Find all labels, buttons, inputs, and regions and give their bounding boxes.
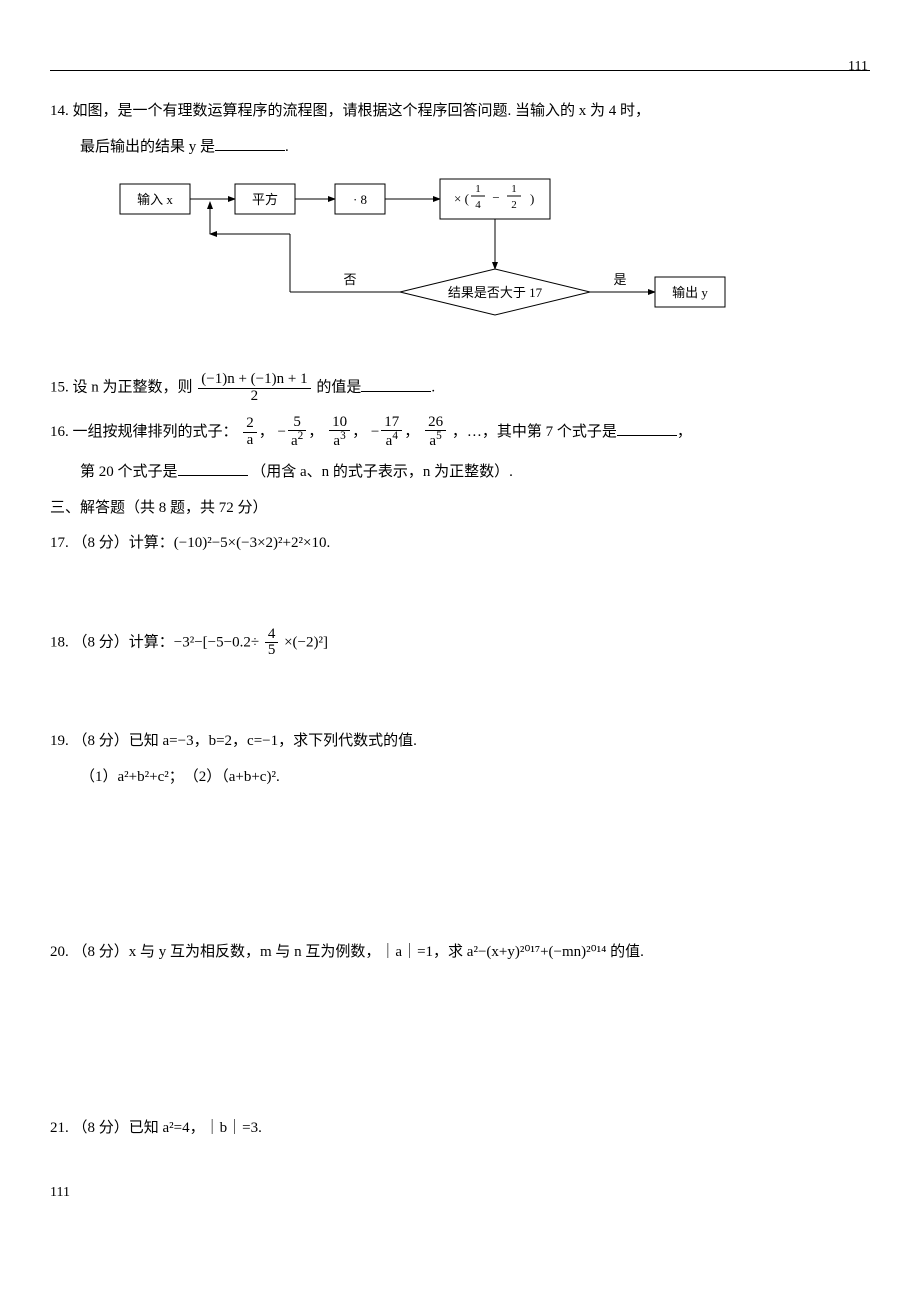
svg-text:· 8: · 8: [353, 192, 367, 207]
q16-text-d: 第 20 个式子是: [80, 464, 178, 480]
flowchart-svg: 输入 x 平方 · 8 × ( 1 4 − 1 2 ): [110, 174, 750, 344]
q16-term2: 5a2: [288, 415, 306, 451]
q16-text-b: ，…，其中第 7 个式子是: [452, 424, 617, 440]
section-3-header: 三、解答题（共 8 题，共 72 分）: [50, 496, 870, 522]
q17-text: （8 分）计算：(−10)²−5×(−3×2)²+2²×10.: [73, 535, 331, 551]
q16-term1: 2a: [243, 416, 257, 449]
question-16: 16. 一组按规律排列的式子： 2a， −5a2， 10a3， −17a4， 2…: [50, 415, 870, 451]
q16-term4: 17a4: [381, 415, 402, 451]
q18-fraction: 45: [265, 627, 279, 660]
svg-text:4: 4: [475, 199, 481, 211]
q16-blank2: [178, 460, 248, 476]
question-19-parts: （1）a²+b²+c²； （2）（a+b+c)².: [50, 765, 870, 791]
q15-num: 15.: [50, 380, 69, 396]
q17-num: 17.: [50, 535, 69, 551]
q16-blank1: [617, 420, 677, 436]
q18-text-b: ×(−2)²]: [284, 634, 328, 650]
q19-text-a: （8 分）已知 a=−3，b=2，c=−1，求下列代数式的值.: [73, 733, 417, 749]
q16-term3: 10a3: [329, 415, 350, 451]
q20-num: 20.: [50, 944, 69, 960]
q14-num: 14.: [50, 103, 69, 119]
page-number-top: 111: [848, 55, 868, 79]
question-16-line2: 第 20 个式子是 （用含 a、n 的式子表示，n 为正整数）.: [50, 460, 870, 486]
question-14-line2: 最后输出的结果 y 是.: [50, 135, 870, 161]
svg-text:−: −: [492, 190, 499, 205]
page-number-bottom: 111: [50, 1181, 870, 1205]
q14-text-b: 最后输出的结果 y 是: [80, 139, 215, 155]
q19-num: 19.: [50, 733, 69, 749]
svg-text:2: 2: [511, 199, 517, 211]
svg-text:输出 y: 输出 y: [672, 285, 708, 300]
q14-blank: [215, 135, 285, 151]
q15-text-c: .: [431, 380, 435, 396]
svg-text:): ): [530, 191, 534, 206]
question-15: 15. 设 n 为正整数，则 (−1)n + (−1)n + 1 2 的值是.: [50, 372, 870, 405]
svg-text:结果是否大于 17: 结果是否大于 17: [448, 285, 543, 300]
q21-num: 21.: [50, 1120, 69, 1136]
q21-text: （8 分）已知 a²=4，｜b｜=3.: [73, 1120, 262, 1136]
q14-text-c: .: [285, 139, 289, 155]
q14-text-a: 如图，是一个有理数运算程序的流程图，请根据这个程序回答问题. 当输入的 x 为 …: [73, 103, 651, 119]
q15-blank: [361, 376, 431, 392]
q19-text-b: （1）a²+b²+c²； （2）（a+b+c)².: [80, 769, 280, 785]
svg-text:平方: 平方: [252, 192, 278, 207]
svg-text:输入 x: 输入 x: [137, 192, 173, 207]
q16-text-a: 一组按规律排列的式子：: [73, 424, 238, 440]
question-19: 19. （8 分）已知 a=−3，b=2，c=−1，求下列代数式的值.: [50, 729, 870, 755]
q16-text-c: ，: [677, 424, 692, 440]
svg-text:× (: × (: [454, 191, 469, 206]
q16-text-e: （用含 a、n 的式子表示，n 为正整数）.: [251, 464, 513, 480]
header-rule: [50, 70, 870, 71]
page: 111 14. 如图，是一个有理数运算程序的流程图，请根据这个程序回答问题. 当…: [0, 0, 920, 1245]
q15-fraction: (−1)n + (−1)n + 1 2: [198, 372, 310, 405]
question-14: 14. 如图，是一个有理数运算程序的流程图，请根据这个程序回答问题. 当输入的 …: [50, 99, 870, 125]
question-20: 20. （8 分）x 与 y 互为相反数，m 与 n 互为例数，｜a｜=1，求 …: [50, 940, 870, 966]
svg-text:1: 1: [475, 183, 481, 195]
question-21: 21. （8 分）已知 a²=4，｜b｜=3.: [50, 1116, 870, 1142]
q18-num: 18.: [50, 634, 69, 650]
q15-text-b: 的值是: [316, 380, 361, 396]
svg-text:否: 否: [343, 272, 356, 287]
svg-text:1: 1: [511, 183, 517, 195]
question-18: 18. （8 分）计算：−3²−[−5−0.2÷ 45 ×(−2)²]: [50, 627, 870, 660]
q20-text: （8 分）x 与 y 互为相反数，m 与 n 互为例数，｜a｜=1，求 a²−(…: [73, 944, 644, 960]
question-17: 17. （8 分）计算：(−10)²−5×(−3×2)²+2²×10.: [50, 531, 870, 557]
q15-text-a: 设 n 为正整数，则: [73, 380, 193, 396]
q16-num: 16.: [50, 424, 69, 440]
flowchart: 输入 x 平方 · 8 × ( 1 4 − 1 2 ): [110, 174, 870, 344]
q16-term5: 26a5: [425, 415, 446, 451]
svg-text:是: 是: [613, 272, 626, 287]
q18-text-a: （8 分）计算：−3²−[−5−0.2÷: [73, 634, 260, 650]
